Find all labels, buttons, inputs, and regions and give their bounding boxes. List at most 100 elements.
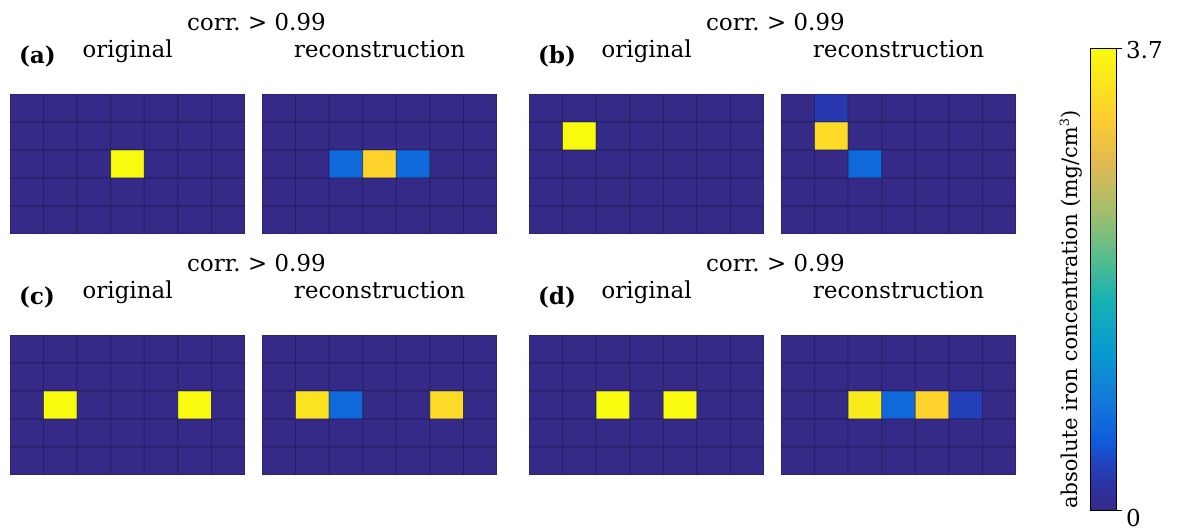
heatmap-cell (914, 121, 950, 151)
heatmap-cell (262, 205, 296, 234)
heatmap-cell (730, 205, 764, 234)
heatmap-cell (143, 335, 179, 364)
corr-subtitle-d: corr. > 0.99 (706, 251, 845, 277)
heatmap-cell (662, 390, 698, 420)
heatmap-cell (529, 205, 563, 234)
heatmap-cell (595, 205, 631, 234)
heatmap-cell (595, 446, 631, 475)
heatmap-cell (177, 177, 212, 207)
heatmap-cell (595, 362, 631, 392)
heatmap-cell (814, 418, 849, 448)
heatmap-cell (948, 418, 983, 448)
heatmap-cell (262, 390, 296, 420)
heatmap-cell (110, 390, 145, 420)
heatmap-cell (914, 335, 950, 364)
heatmap-cell (629, 362, 664, 392)
heatmap-cell (696, 121, 731, 151)
heatmap-cell (696, 418, 731, 448)
heatmap-cell (463, 418, 497, 448)
heatmap-cell (948, 205, 983, 234)
heatmap-cell (463, 446, 497, 475)
heatmap-cell (881, 362, 916, 392)
heatmap-cell (562, 205, 597, 234)
heatmap-cell (982, 362, 1016, 392)
heatmap-original-b (529, 94, 764, 234)
heatmap-cell (395, 121, 431, 151)
original-title-c: original (82, 278, 173, 304)
heatmap-cell (463, 205, 497, 234)
heatmap-cell (463, 362, 497, 392)
heatmap-cell (662, 418, 698, 448)
heatmap-cell (629, 177, 664, 207)
heatmap-cell (881, 94, 916, 123)
heatmap-cell (395, 418, 431, 448)
heatmap-cell (982, 418, 1016, 448)
heatmap-original-d (529, 335, 764, 475)
heatmap-cell (429, 335, 464, 364)
heatmap-cell (295, 149, 330, 179)
heatmap-cell (295, 335, 330, 364)
heatmap-cell (395, 446, 431, 475)
heatmap-cell (362, 94, 397, 123)
corr-subtitle-a: corr. > 0.99 (187, 10, 326, 36)
heatmap-cell (948, 335, 983, 364)
heatmap-cell (10, 418, 44, 448)
heatmap-cell (10, 149, 44, 179)
heatmap-cell (629, 205, 664, 234)
heatmap-cell (429, 177, 464, 207)
heatmap-cell (629, 335, 664, 364)
heatmap-cell (110, 446, 145, 475)
heatmap-cell (696, 335, 731, 364)
heatmap-cell (262, 362, 296, 392)
heatmap-cell (429, 418, 464, 448)
heatmap-cell (211, 362, 245, 392)
heatmap-cell (110, 94, 145, 123)
heatmap-cell (262, 446, 296, 475)
heatmap-cell (328, 390, 364, 420)
heatmap-cell (529, 335, 563, 364)
heatmap-cell (629, 418, 664, 448)
heatmap-cell (429, 390, 464, 420)
heatmap-cell (696, 94, 731, 123)
heatmap-cell (814, 362, 849, 392)
corr-subtitle-c: corr. > 0.99 (187, 251, 326, 277)
heatmap-cell (463, 149, 497, 179)
heatmap-cell (262, 177, 296, 207)
heatmap-cell (881, 446, 916, 475)
heatmap-cell (595, 390, 631, 420)
heatmap-cell (781, 177, 815, 207)
colorbar-axis-label-sup: 3 (1058, 118, 1073, 127)
heatmap-original-a (10, 94, 245, 234)
heatmap-cell (211, 418, 245, 448)
heatmap-cell (262, 335, 296, 364)
heatmap-cell (262, 149, 296, 179)
heatmap-cell (730, 121, 764, 151)
heatmap-cell (429, 121, 464, 151)
heatmap-cell (847, 446, 883, 475)
heatmap-cell (429, 94, 464, 123)
heatmap-cell (429, 446, 464, 475)
heatmap-reconstruction-c (262, 335, 497, 475)
heatmap-cell (76, 446, 112, 475)
heatmap-cell (328, 418, 364, 448)
heatmap-cell (76, 362, 112, 392)
heatmap-cell (730, 362, 764, 392)
reconstruction-title-d: reconstruction (812, 278, 985, 304)
heatmap-cell (76, 149, 112, 179)
heatmap-reconstruction-d (781, 335, 1016, 475)
heatmap-cell (982, 94, 1016, 123)
heatmap-cell (43, 335, 78, 364)
heatmap-cell (362, 390, 397, 420)
heatmap-cell (177, 94, 212, 123)
heatmap-cell (814, 335, 849, 364)
heatmap-cell (562, 446, 597, 475)
heatmap-cell (982, 335, 1016, 364)
heatmap-cell (463, 335, 497, 364)
heatmap-cell (110, 205, 145, 234)
heatmap-cell (730, 177, 764, 207)
heatmap-cell (395, 362, 431, 392)
heatmap-cell (177, 121, 212, 151)
heatmap-cell (781, 335, 815, 364)
heatmap-cell (914, 177, 950, 207)
heatmap-cell (948, 177, 983, 207)
